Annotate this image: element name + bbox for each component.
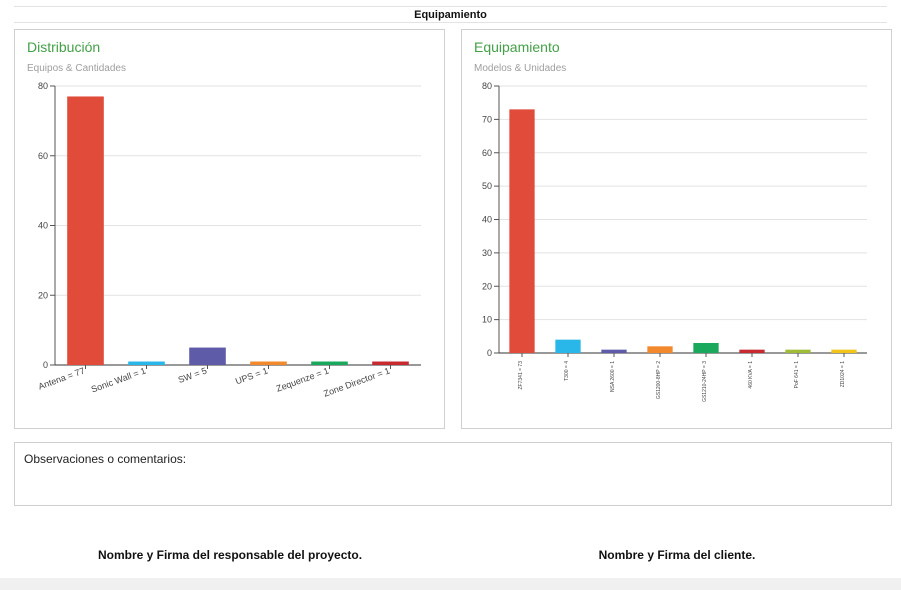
distribution-chart-panel: Distribución Equipos & Cantidades 0 20 40 6…: [14, 29, 445, 429]
title-divider: [14, 22, 887, 23]
y-tick-label: 0: [487, 348, 492, 358]
x-tick-label: GS1200-8HP = 2: [656, 361, 662, 399]
y-tick-label: 80: [482, 81, 492, 91]
x-tick-label: T300 = 4: [564, 361, 570, 381]
bar: [189, 347, 226, 365]
client-signature-label: Nombre y Firma del cliente.: [598, 548, 756, 562]
bar: [311, 361, 348, 365]
x-tick-label: Zone Director = 1: [322, 365, 391, 398]
y-tick-label: 50: [482, 181, 492, 191]
y-tick-label: 60: [482, 148, 492, 158]
observations-box[interactable]: Observaciones o comentarios:: [14, 442, 892, 506]
x-tick-label: NSA 2600 = 1: [610, 361, 616, 392]
x-tick-label: Sonic Wall = 1: [90, 365, 147, 394]
x-tick-label: SW = 5: [177, 365, 208, 385]
y-tick-label: 20: [38, 290, 48, 300]
bar: [250, 361, 287, 365]
equipment-chart-subtitle: Modelos & Unidades: [474, 63, 567, 74]
bar: [128, 361, 165, 365]
distribution-chart-subtitle: Equipos & Cantidades: [27, 63, 126, 74]
y-tick-label: 30: [482, 248, 492, 258]
y-tick-label: 80: [38, 81, 48, 91]
bar: [647, 346, 673, 353]
x-tick-label: PoF 641 = 1: [794, 361, 800, 389]
project-lead-signature-label: Nombre y Firma del responsable del proye…: [97, 548, 363, 562]
top-divider: [14, 6, 887, 7]
distribution-chart-title: Distribución: [27, 39, 101, 55]
footer-band: [0, 578, 901, 590]
y-tick-label: 20: [482, 281, 492, 291]
bar: [693, 342, 719, 353]
y-tick-label: 60: [38, 151, 48, 161]
x-tick-label: 460 KVA = 1: [748, 361, 754, 389]
y-tick-label: 40: [482, 215, 492, 225]
y-tick-label: 70: [482, 114, 492, 124]
x-tick-label: UPS = 1: [234, 365, 269, 386]
bar: [601, 349, 627, 353]
bar: [831, 349, 857, 353]
equipment-chart-title: Equipamiento: [474, 39, 560, 55]
bar: [67, 96, 104, 366]
y-tick-label: 10: [482, 315, 492, 325]
bar: [785, 349, 811, 353]
bar: [509, 109, 535, 353]
observations-label: Observaciones o comentarios:: [24, 452, 187, 466]
x-tick-label: ZF7341 = 73: [518, 361, 524, 390]
y-tick-label: 0: [43, 360, 48, 370]
equipment-bar-chart: 0 10 20 30 40 50 60 70 80 ZF7341 = 73 T300 = 4 NSA …: [482, 81, 867, 402]
x-tick-label: ZD1024 = 1: [840, 361, 846, 387]
x-tick-label: GS1210-24HP = 3: [702, 361, 708, 402]
bar: [739, 349, 765, 353]
section-title: Equipamiento: [414, 9, 487, 21]
equipment-chart-panel: Equipamiento Modelos & Unidades 0 10 20 30 4…: [461, 29, 892, 429]
bar: [555, 339, 581, 353]
bar: [372, 361, 409, 365]
y-tick-label: 40: [38, 221, 48, 231]
